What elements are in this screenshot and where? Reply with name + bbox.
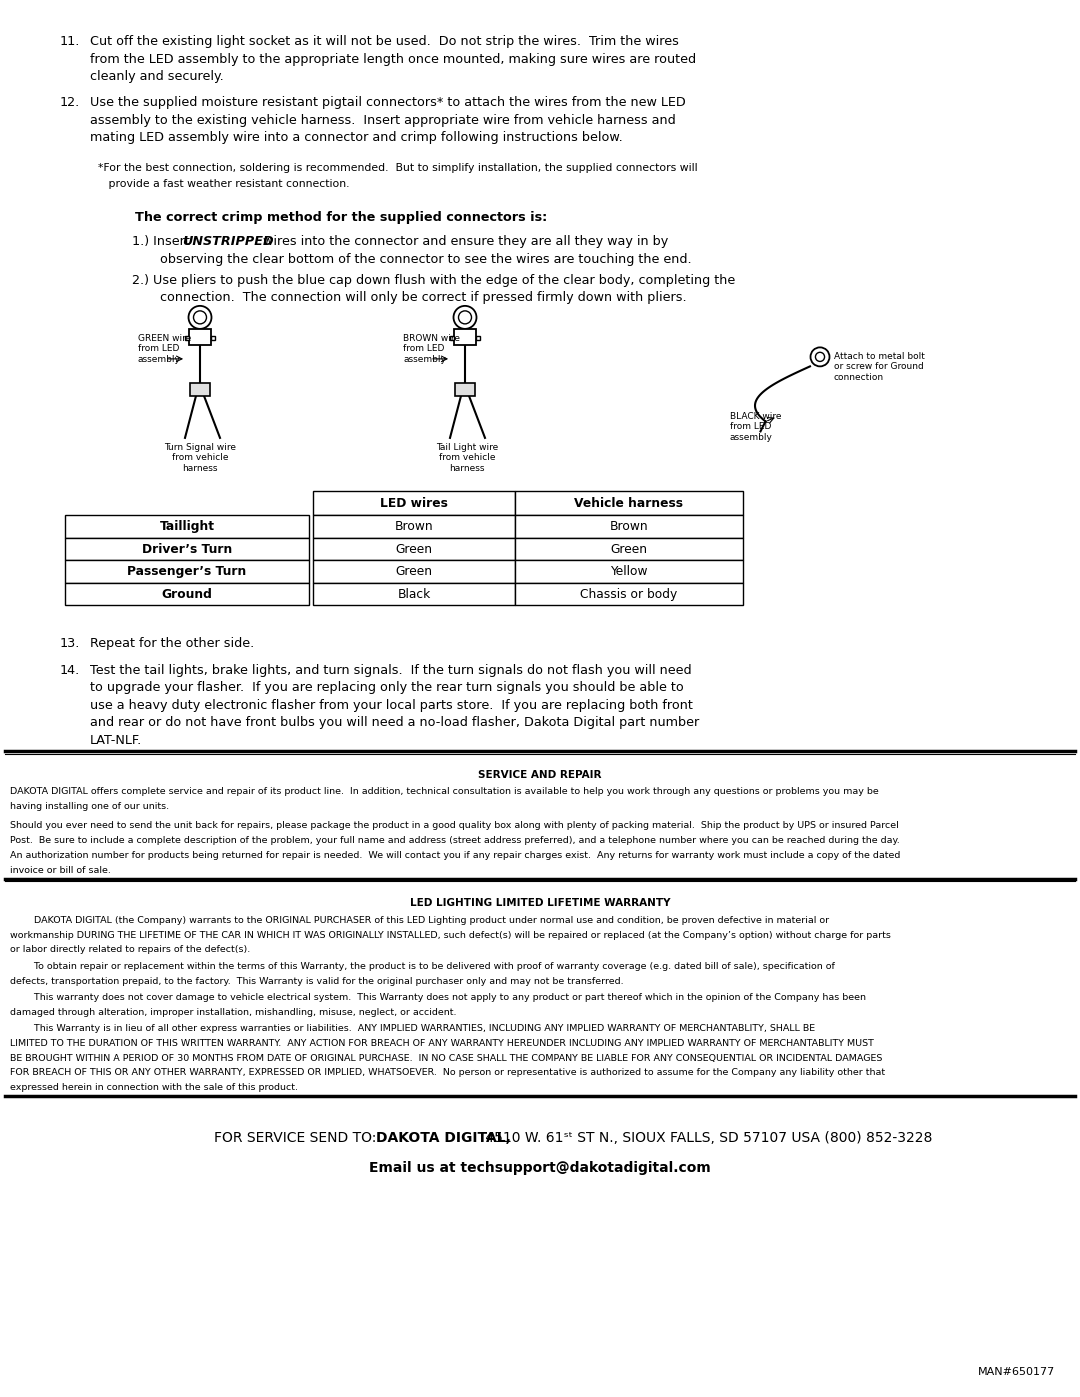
Text: DAKOTA DIGITAL offers complete service and repair of its product line.  In addit: DAKOTA DIGITAL offers complete service a… <box>10 787 879 796</box>
Bar <box>515 490 743 515</box>
Text: Brown: Brown <box>394 520 433 534</box>
Text: defects, transportation prepaid, to the factory.  This Warranty is valid for the: defects, transportation prepaid, to the … <box>10 977 623 985</box>
Text: 2.) Use pliers to push the blue cap down flush with the edge of the clear body, : 2.) Use pliers to push the blue cap down… <box>132 274 735 286</box>
Text: Tail Light wire
from vehicle
harness: Tail Light wire from vehicle harness <box>436 443 498 472</box>
Text: wires into the connector and ensure they are all they way in by: wires into the connector and ensure they… <box>259 235 669 249</box>
Text: from the LED assembly to the appropriate length once mounted, making sure wires : from the LED assembly to the appropriate… <box>90 53 697 66</box>
Text: LAT-NLF.: LAT-NLF. <box>90 733 143 746</box>
Text: Test the tail lights, brake lights, and turn signals.  If the turn signals do no: Test the tail lights, brake lights, and … <box>90 664 691 676</box>
Text: *For the best connection, soldering is recommended.  But to simplify installatio: *For the best connection, soldering is r… <box>98 162 698 173</box>
Text: assembly to the existing vehicle harness.  Insert appropriate wire from vehicle : assembly to the existing vehicle harness… <box>90 113 676 127</box>
Text: 11.: 11. <box>60 35 80 47</box>
Bar <box>454 328 476 345</box>
Text: Use the supplied moisture resistant pigtail connectors* to attach the wires from: Use the supplied moisture resistant pigt… <box>90 96 686 109</box>
Text: workmanship DURING THE LIFETIME OF THE CAR IN WHICH IT WAS ORIGINALLY INSTALLED,: workmanship DURING THE LIFETIME OF THE C… <box>10 930 891 940</box>
Text: 4510 W. 61ˢᵗ ST N., SIOUX FALLS, SD 57107 USA (800) 852-3228: 4510 W. 61ˢᵗ ST N., SIOUX FALLS, SD 5710… <box>481 1132 932 1146</box>
Text: MAN#650177: MAN#650177 <box>977 1368 1055 1377</box>
Circle shape <box>454 306 476 328</box>
Text: Passenger’s Turn: Passenger’s Turn <box>127 566 246 578</box>
Text: provide a fast weather resistant connection.: provide a fast weather resistant connect… <box>98 179 350 190</box>
Text: having installing one of our units.: having installing one of our units. <box>10 802 170 810</box>
Text: Taillight: Taillight <box>160 520 215 534</box>
Text: An authorization number for products being returned for repair is needed.  We wi: An authorization number for products bei… <box>10 851 901 859</box>
Text: use a heavy duty electronic flasher from your local parts store.  If you are rep: use a heavy duty electronic flasher from… <box>90 698 693 711</box>
Text: Turn Signal wire
from vehicle
harness: Turn Signal wire from vehicle harness <box>164 443 237 472</box>
Text: Ground: Ground <box>162 588 213 601</box>
Text: Email us at techsupport@dakotadigital.com: Email us at techsupport@dakotadigital.co… <box>369 1161 711 1175</box>
Text: expressed herein in connection with the sale of this product.: expressed herein in connection with the … <box>10 1083 298 1092</box>
Text: BE BROUGHT WITHIN A PERIOD OF 30 MONTHS FROM DATE OF ORIGINAL PURCHASE.  IN NO C: BE BROUGHT WITHIN A PERIOD OF 30 MONTHS … <box>10 1053 882 1063</box>
Bar <box>313 515 515 538</box>
Text: UNSTRIPPED: UNSTRIPPED <box>183 235 273 249</box>
Text: SERVICE AND REPAIR: SERVICE AND REPAIR <box>478 770 602 780</box>
Bar <box>313 538 515 560</box>
Text: Green: Green <box>395 542 432 556</box>
Text: Vehicle harness: Vehicle harness <box>575 496 684 510</box>
Text: GREEN wire
from LED
assembly: GREEN wire from LED assembly <box>138 334 191 363</box>
Text: Attach to metal bolt
or screw for Ground
connection: Attach to metal bolt or screw for Ground… <box>834 352 924 381</box>
Text: LED LIGHTING LIMITED LIFETIME WARRANTY: LED LIGHTING LIMITED LIFETIME WARRANTY <box>409 898 671 908</box>
Bar <box>450 335 454 339</box>
Text: FOR SERVICE SEND TO:: FOR SERVICE SEND TO: <box>214 1132 381 1146</box>
Circle shape <box>815 352 824 362</box>
Bar <box>65 515 309 538</box>
Bar <box>65 583 309 605</box>
Text: This Warranty is in lieu of all other express warranties or liabilities.  ANY IM: This Warranty is in lieu of all other ex… <box>10 1024 815 1032</box>
Text: LIMITED TO THE DURATION OF THIS WRITTEN WARRANTY.  ANY ACTION FOR BREACH OF ANY : LIMITED TO THE DURATION OF THIS WRITTEN … <box>10 1039 874 1048</box>
Bar <box>185 335 189 339</box>
Text: Green: Green <box>610 542 648 556</box>
Text: observing the clear bottom of the connector to see the wires are touching the en: observing the clear bottom of the connec… <box>132 253 691 265</box>
Text: mating LED assembly wire into a connector and crimp following instructions below: mating LED assembly wire into a connecto… <box>90 131 623 144</box>
Text: LED wires: LED wires <box>380 496 448 510</box>
Circle shape <box>810 348 829 366</box>
Bar <box>515 538 743 560</box>
Bar <box>313 490 515 515</box>
Text: DAKOTA DIGITAL (the Company) warrants to the ORIGINAL PURCHASER of this LED Ligh: DAKOTA DIGITAL (the Company) warrants to… <box>10 916 829 925</box>
Text: DAKOTA DIGITAL,: DAKOTA DIGITAL, <box>376 1132 511 1146</box>
Bar <box>455 383 475 395</box>
Text: 1.) Insert: 1.) Insert <box>132 235 194 249</box>
Text: or labor directly related to repairs of the defect(s).: or labor directly related to repairs of … <box>10 946 251 954</box>
Text: Chassis or body: Chassis or body <box>580 588 677 601</box>
Circle shape <box>193 312 206 324</box>
Text: BLACK wire
from LED
assembly: BLACK wire from LED assembly <box>730 412 782 441</box>
Text: connection.  The connection will only be correct if pressed firmly down with pli: connection. The connection will only be … <box>132 292 687 305</box>
Text: Cut off the existing light socket as it will not be used.  Do not strip the wire: Cut off the existing light socket as it … <box>90 35 679 47</box>
Text: and rear or do not have front bulbs you will need a no-load flasher, Dakota Digi: and rear or do not have front bulbs you … <box>90 717 699 729</box>
Text: Yellow: Yellow <box>610 566 648 578</box>
Text: invoice or bill of sale.: invoice or bill of sale. <box>10 866 111 875</box>
Bar <box>515 560 743 583</box>
Text: Green: Green <box>395 566 432 578</box>
Text: cleanly and securely.: cleanly and securely. <box>90 70 224 82</box>
Bar <box>476 335 480 339</box>
Bar <box>313 583 515 605</box>
Bar <box>515 583 743 605</box>
Text: Should you ever need to send the unit back for repairs, please package the produ: Should you ever need to send the unit ba… <box>10 821 899 830</box>
Bar <box>515 515 743 538</box>
Text: FOR BREACH OF THIS OR ANY OTHER WARRANTY, EXPRESSED OR IMPLIED, WHATSOEVER.  No : FOR BREACH OF THIS OR ANY OTHER WARRANTY… <box>10 1069 886 1077</box>
Text: Post.  Be sure to include a complete description of the problem, your full name : Post. Be sure to include a complete desc… <box>10 835 900 845</box>
Bar <box>65 560 309 583</box>
Text: BROWN wire
from LED
assembly: BROWN wire from LED assembly <box>403 334 460 363</box>
Text: 14.: 14. <box>60 664 80 676</box>
Text: to upgrade your flasher.  If you are replacing only the rear turn signals you sh: to upgrade your flasher. If you are repl… <box>90 682 684 694</box>
Text: This warranty does not cover damage to vehicle electrical system.  This Warranty: This warranty does not cover damage to v… <box>10 993 866 1002</box>
Circle shape <box>189 306 212 328</box>
Text: 12.: 12. <box>60 96 80 109</box>
Text: 13.: 13. <box>60 637 80 651</box>
Text: To obtain repair or replacement within the terms of this Warranty, the product i: To obtain repair or replacement within t… <box>10 961 835 971</box>
Text: Repeat for the other side.: Repeat for the other side. <box>90 637 254 651</box>
Bar <box>190 383 210 395</box>
Bar <box>211 335 215 339</box>
Text: Black: Black <box>397 588 431 601</box>
Text: Driver’s Turn: Driver’s Turn <box>141 542 232 556</box>
Bar <box>65 538 309 560</box>
Text: The correct crimp method for the supplied connectors is:: The correct crimp method for the supplie… <box>135 211 548 224</box>
Text: damaged through alteration, improper installation, mishandling, misuse, neglect,: damaged through alteration, improper ins… <box>10 1007 457 1017</box>
Bar <box>189 328 211 345</box>
Bar <box>313 560 515 583</box>
Circle shape <box>459 312 472 324</box>
Text: Brown: Brown <box>610 520 648 534</box>
